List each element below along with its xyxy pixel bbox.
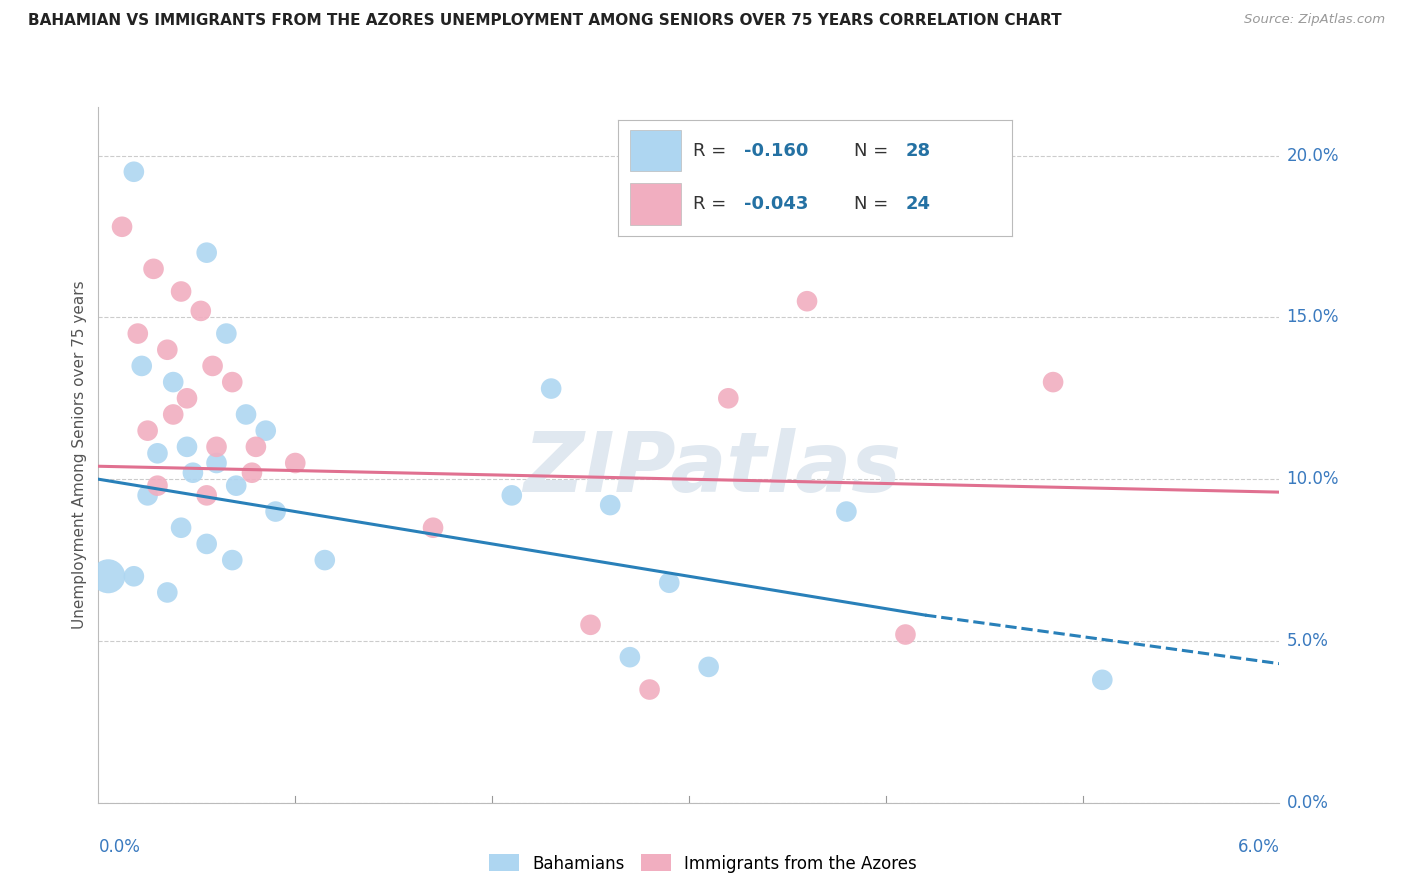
Point [314, 553, 336, 567]
Text: R =: R = [693, 195, 733, 213]
Text: 5.0%: 5.0% [1286, 632, 1329, 650]
Point [540, 382, 562, 396]
Text: 10.0%: 10.0% [1286, 470, 1339, 488]
Point [240, 466, 263, 480]
Text: 6.0%: 6.0% [1237, 838, 1279, 856]
Point [658, 575, 681, 590]
Point [162, 375, 184, 389]
Point [717, 392, 740, 406]
Point [195, 245, 218, 260]
Point [97, 569, 120, 583]
Point [221, 375, 243, 389]
Point [599, 498, 621, 512]
Point [1091, 673, 1114, 687]
Text: 0.0%: 0.0% [1286, 794, 1329, 812]
Point [156, 585, 179, 599]
Text: -0.043: -0.043 [744, 195, 808, 213]
Legend: Bahamians, Immigrants from the Azores: Bahamians, Immigrants from the Azores [482, 847, 924, 880]
Point [1042, 375, 1064, 389]
Point [136, 488, 159, 502]
Point [579, 617, 602, 632]
Point [181, 466, 204, 480]
Text: R =: R = [693, 142, 733, 160]
Text: 20.0%: 20.0% [1286, 146, 1339, 165]
Point [264, 504, 287, 518]
Point [225, 478, 247, 492]
Point [501, 488, 523, 502]
Bar [630, 183, 681, 225]
Text: N =: N = [855, 195, 894, 213]
Text: 28: 28 [905, 142, 931, 160]
Point [835, 504, 858, 518]
Point [245, 440, 267, 454]
Point [221, 553, 243, 567]
Point [190, 304, 212, 318]
Text: 0.0%: 0.0% [98, 838, 141, 856]
Point [195, 537, 218, 551]
Point [205, 440, 228, 454]
Text: -0.160: -0.160 [744, 142, 808, 160]
Point [146, 478, 169, 492]
Point [894, 627, 917, 641]
Y-axis label: Unemployment Among Seniors over 75 years: Unemployment Among Seniors over 75 years [72, 281, 87, 629]
Point [176, 440, 198, 454]
Bar [630, 129, 681, 171]
Point [201, 359, 224, 373]
Point [156, 343, 179, 357]
Text: N =: N = [855, 142, 894, 160]
Point [195, 488, 218, 502]
Text: ZIPatlas: ZIPatlas [523, 428, 901, 509]
Point [619, 650, 641, 665]
Point [205, 456, 228, 470]
Point [127, 326, 149, 341]
Text: BAHAMIAN VS IMMIGRANTS FROM THE AZORES UNEMPLOYMENT AMONG SENIORS OVER 75 YEARS : BAHAMIAN VS IMMIGRANTS FROM THE AZORES U… [28, 13, 1062, 29]
Point [146, 446, 169, 460]
Text: Source: ZipAtlas.com: Source: ZipAtlas.com [1244, 13, 1385, 27]
Point [170, 521, 193, 535]
Point [215, 326, 238, 341]
Point [136, 424, 159, 438]
Point [697, 660, 720, 674]
Text: 24: 24 [905, 195, 931, 213]
Point [176, 392, 198, 406]
Point [235, 408, 257, 422]
Point [131, 359, 153, 373]
Point [162, 408, 184, 422]
Point [796, 294, 818, 309]
Point [422, 521, 444, 535]
Point [284, 456, 307, 470]
Point [254, 424, 277, 438]
Point [638, 682, 661, 697]
Point [142, 261, 165, 276]
Point [122, 569, 145, 583]
Point [122, 165, 145, 179]
Point [111, 219, 134, 234]
Point [170, 285, 193, 299]
Text: 15.0%: 15.0% [1286, 309, 1339, 326]
